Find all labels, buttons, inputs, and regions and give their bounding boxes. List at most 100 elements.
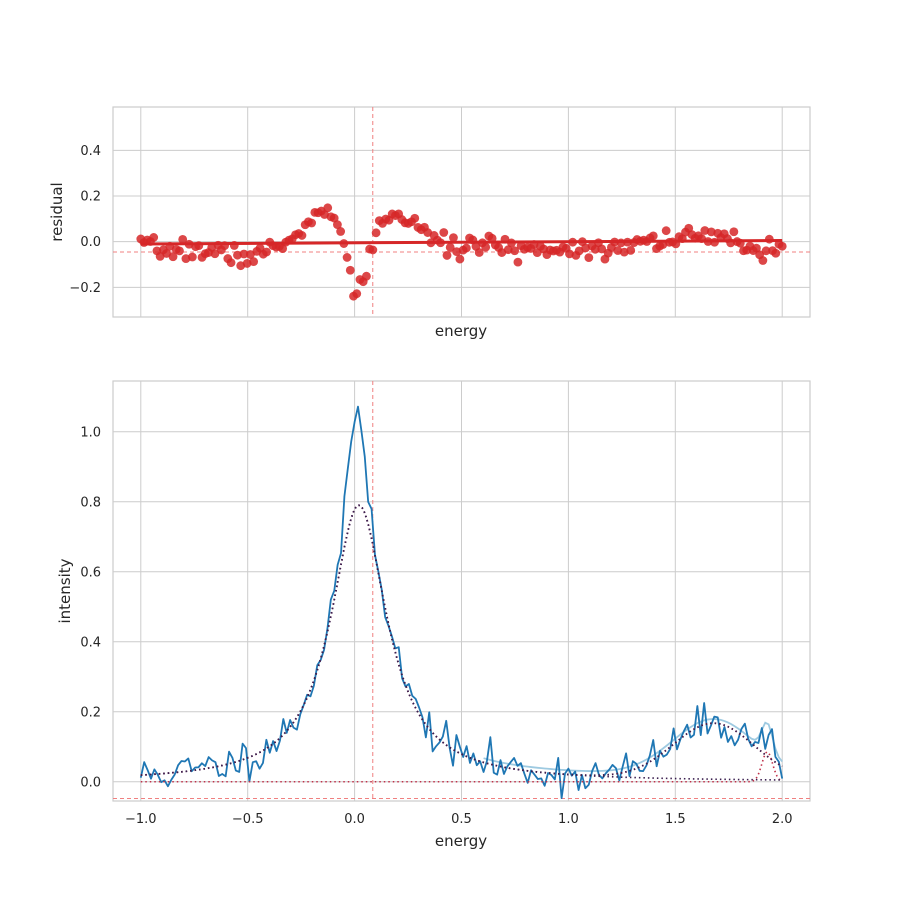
residual-point bbox=[410, 213, 420, 223]
residual-point bbox=[510, 246, 520, 256]
spectrum-y-tick-label: 0.8 bbox=[80, 495, 101, 510]
residual-y-tick-labels: −0.2 0.0 0.2 0.4 bbox=[69, 144, 101, 296]
spectrum-x-axis-label: energy bbox=[435, 832, 487, 850]
residual-point bbox=[474, 248, 484, 257]
residual-point bbox=[677, 234, 687, 243]
residual-point bbox=[616, 238, 626, 248]
residual-point bbox=[449, 233, 458, 243]
spectrum-lines bbox=[139, 405, 784, 800]
residual-point bbox=[626, 245, 636, 255]
residual-point bbox=[761, 246, 771, 256]
residual-point bbox=[752, 243, 761, 253]
spectrum-y-tick-labels: 0.0 0.2 0.4 0.6 0.8 1.0 bbox=[80, 425, 101, 790]
residual-point bbox=[345, 265, 355, 275]
spectrum-x-tick-labels: −1.0 −0.5 0.0 0.5 1.0 1.5 2.0 bbox=[125, 812, 793, 827]
residual-point bbox=[336, 227, 346, 236]
residual-point bbox=[229, 241, 239, 250]
residual-point bbox=[262, 247, 271, 257]
spectrum-y-tick-label: 0.2 bbox=[80, 705, 101, 720]
residual-point bbox=[333, 220, 342, 230]
spectrum-y-tick-label: 0.4 bbox=[80, 635, 101, 650]
residual-point bbox=[168, 252, 178, 262]
residual-point bbox=[278, 244, 288, 253]
residual-point bbox=[584, 253, 594, 263]
residual-point bbox=[339, 239, 349, 248]
residual-point bbox=[648, 231, 658, 241]
residual-point bbox=[445, 243, 455, 252]
spectrum-y-tick-label: 1.0 bbox=[80, 425, 101, 440]
spectrum-x-tick-label: 2.0 bbox=[772, 812, 793, 827]
residual-point bbox=[735, 238, 745, 248]
residual-point bbox=[568, 237, 578, 247]
residual-point bbox=[758, 256, 768, 265]
residual-point bbox=[436, 238, 445, 248]
residual-x-axis-label: energy bbox=[435, 322, 487, 340]
spectrum-y-tick-label: 0.0 bbox=[80, 775, 101, 790]
residual-point bbox=[455, 254, 465, 264]
residual-point bbox=[220, 241, 230, 251]
residual-point bbox=[439, 228, 449, 237]
residual-point bbox=[362, 271, 371, 281]
residual-point bbox=[661, 226, 671, 236]
residual-y-tick-label: 0.2 bbox=[80, 190, 101, 205]
residual-points bbox=[136, 203, 787, 301]
residual-point bbox=[226, 258, 236, 268]
spectrum-reference-lines bbox=[113, 381, 810, 801]
residual-point bbox=[194, 241, 204, 251]
component-peak1-line bbox=[140, 504, 783, 781]
residual-point bbox=[239, 249, 249, 259]
residual-point bbox=[342, 253, 352, 262]
spectrum-x-tick-label: −1.0 bbox=[125, 812, 157, 827]
residual-point bbox=[442, 251, 452, 260]
residual-point bbox=[468, 235, 478, 245]
residual-point bbox=[500, 234, 510, 244]
residual-point bbox=[187, 252, 197, 262]
spectrum-y-tick-label: 0.6 bbox=[80, 565, 101, 580]
residual-point bbox=[297, 231, 307, 240]
spectrum-panel: −1.0 −0.5 0.0 0.5 1.0 1.5 2.0 0.0 0.2 0.4 0.6 0.8 1… bbox=[56, 380, 811, 850]
residual-point bbox=[481, 242, 491, 252]
residual-point bbox=[178, 234, 188, 244]
spectrum-x-tick-label: 1.5 bbox=[665, 812, 686, 827]
residual-y-tick-label: 0.0 bbox=[80, 235, 101, 250]
residual-point bbox=[703, 237, 713, 246]
residual-y-tick-label: −0.2 bbox=[69, 281, 101, 296]
residual-point bbox=[323, 203, 333, 213]
residual-point bbox=[210, 249, 220, 259]
residual-point bbox=[590, 244, 600, 254]
residual-y-tick-label: 0.4 bbox=[80, 144, 101, 159]
smoothed-data-line bbox=[483, 718, 783, 773]
spectrum-x-tick-label: 0.5 bbox=[451, 812, 472, 827]
residual-point bbox=[249, 257, 259, 266]
residual-panel: −0.2 0.0 0.2 0.4 energy residual bbox=[48, 106, 811, 340]
spectrum-x-tick-label: 0.0 bbox=[344, 812, 365, 827]
residual-point bbox=[371, 228, 381, 238]
residual-point bbox=[610, 237, 619, 247]
residual-point bbox=[710, 237, 719, 247]
measured-data-line bbox=[139, 405, 784, 800]
residual-y-axis-label: residual bbox=[48, 182, 66, 241]
residual-point bbox=[764, 234, 774, 244]
residual-point bbox=[149, 233, 159, 242]
residual-point bbox=[597, 244, 607, 254]
residual-point bbox=[368, 245, 378, 255]
residual-point bbox=[729, 227, 739, 237]
spectrum-x-tick-label: 1.0 bbox=[558, 812, 579, 827]
spectrum-grid bbox=[113, 381, 810, 801]
residual-point bbox=[623, 237, 632, 247]
residual-point bbox=[771, 248, 781, 258]
residual-point bbox=[461, 243, 471, 253]
residual-point bbox=[307, 218, 317, 228]
residual-point bbox=[671, 239, 681, 249]
residual-point bbox=[175, 246, 184, 256]
residual-point bbox=[777, 241, 787, 251]
residual-point bbox=[487, 233, 497, 243]
residual-point bbox=[352, 289, 362, 299]
residual-point bbox=[513, 257, 523, 267]
spectrum-x-tick-label: −0.5 bbox=[232, 812, 264, 827]
spectrum-y-axis-label: intensity bbox=[56, 558, 74, 623]
residual-point bbox=[329, 213, 339, 223]
residual-reference-lines bbox=[113, 107, 810, 317]
residual-point bbox=[507, 238, 516, 248]
